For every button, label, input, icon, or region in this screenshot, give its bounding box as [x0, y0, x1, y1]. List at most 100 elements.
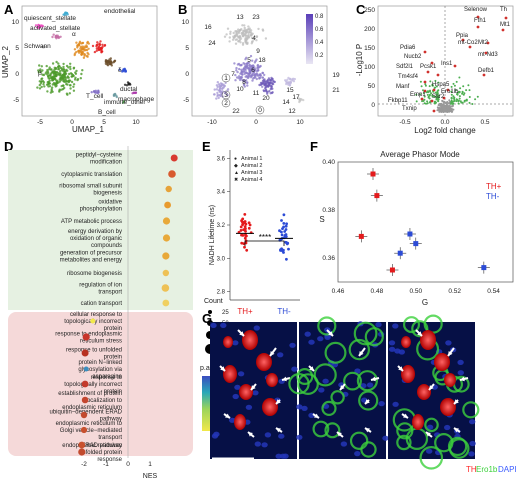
ero1b-signal [324, 422, 341, 439]
umap-a-point [72, 85, 75, 89]
volcano-point [422, 89, 424, 92]
volcano-point [468, 96, 471, 98]
umap-b-point [288, 77, 292, 81]
dapi-nucleus [304, 331, 311, 337]
umap-b-point [253, 61, 257, 64]
volcano-point [458, 91, 461, 93]
umap-b-point [249, 76, 253, 79]
volcano-point [450, 93, 453, 96]
umap-a-point [72, 89, 76, 92]
umap-a-point [60, 84, 63, 88]
ero1b-signal [324, 341, 347, 364]
gsea-xtick: 0 [126, 461, 130, 468]
umap-b-point [232, 31, 235, 35]
umap-a-point [101, 45, 104, 49]
arrow-head [276, 399, 281, 404]
volcano-point [415, 100, 418, 103]
gsea-term-label: protein [104, 389, 122, 395]
umap-b-point [261, 80, 265, 83]
umap-b-cluster-label: 6 [251, 67, 255, 74]
volcano-point [439, 108, 442, 110]
umap-b-point [250, 42, 253, 45]
umap-b-point [225, 33, 228, 36]
dapi-nucleus [318, 387, 325, 393]
umap-a-point [85, 54, 89, 58]
umap-b-point [215, 88, 218, 91]
gsea-term-label: phosphorylation [80, 207, 122, 213]
umap-a-point [101, 43, 104, 46]
umap-b-point [257, 74, 260, 77]
volcano-point [450, 85, 453, 88]
umap-a-point [64, 77, 67, 80]
umap-a-point [59, 35, 62, 38]
volcano-point-significant [420, 97, 424, 101]
volcano-point-significant [476, 25, 480, 29]
dapi-nucleus [289, 342, 296, 348]
umap-a-point [51, 62, 55, 65]
arrow-head [239, 331, 244, 336]
gsea-term-label: protein [104, 355, 122, 361]
umap-b-point [233, 62, 236, 65]
gsea-dot [83, 366, 89, 372]
umap-a-point [69, 87, 72, 90]
umap-b-cluster-circle [255, 105, 265, 115]
umap-b-point [237, 75, 241, 78]
phasor-xtick: 0.48 [371, 288, 384, 295]
umap-a-point [80, 72, 83, 76]
micrograph-merge-all [388, 314, 480, 470]
umap-a-point [42, 83, 45, 86]
gsea-term-label: localization to [86, 398, 123, 404]
phasor-xtick: 0.52 [448, 288, 461, 295]
umap-a-ytick: -5 [13, 97, 19, 104]
umap-b-point [237, 31, 241, 35]
volcano-point [468, 89, 471, 92]
animal-legend-marker: ◆ [234, 163, 238, 169]
umap-a-point [62, 62, 65, 66]
volcano-point [415, 93, 418, 96]
umap-a-point [51, 90, 54, 94]
umap-b-point [259, 64, 262, 68]
volcano-point [462, 85, 465, 88]
umap-a-point [121, 70, 124, 73]
gsea-dot [162, 234, 171, 242]
volcano-point [419, 93, 422, 96]
gsea-term-label: generation of precursor [60, 250, 122, 256]
lifetime-dot [247, 221, 251, 225]
umap-b-point [261, 76, 264, 79]
gsea-xtick: -2 [81, 461, 87, 468]
volcano-point-significant [453, 64, 457, 68]
lifetime-dot [285, 242, 289, 246]
umap-a-point [55, 60, 58, 64]
volcano-point [440, 105, 442, 108]
umap-a-point [99, 40, 102, 43]
gsea-term-label: ribosomal small subunit [59, 183, 122, 189]
gsea-term-label: oxidation of organic [70, 236, 122, 242]
dapi-nucleus [382, 435, 389, 441]
umap-b-point [220, 82, 224, 86]
gsea-term-label: cellular response to [70, 312, 123, 318]
umap-a-point [64, 13, 67, 16]
umap-a-point [49, 68, 53, 71]
gsea-dot [162, 299, 170, 307]
legend-ero1b: Ero1b [476, 465, 498, 474]
animal-legend-label: Animal 3 [241, 170, 262, 176]
count-legend-dot [208, 310, 212, 314]
gsea-dot [164, 201, 172, 209]
phasor-xtick: 0.54 [487, 288, 500, 295]
dapi-nucleus [354, 368, 361, 374]
umap-b-cluster-label: 0 [258, 107, 262, 114]
umap-a-point [97, 45, 101, 49]
dapi-nucleus [426, 424, 434, 430]
umap-b-cluster-label: 9 [256, 48, 260, 55]
umap-a-point [49, 74, 52, 77]
dapi-nucleus [254, 441, 261, 447]
umap-a-point [54, 70, 57, 74]
gsea-term-label: protein N−linked [78, 360, 122, 366]
umap-a-xtick: 0 [70, 119, 74, 126]
gsea-term-label: peptidyl−cysteine [76, 152, 123, 158]
lifetime-dot [284, 233, 288, 236]
umap-b-point [234, 42, 238, 45]
umap-a-point [76, 78, 79, 82]
umap-b-point [270, 76, 273, 80]
umap-b-point [242, 67, 246, 71]
